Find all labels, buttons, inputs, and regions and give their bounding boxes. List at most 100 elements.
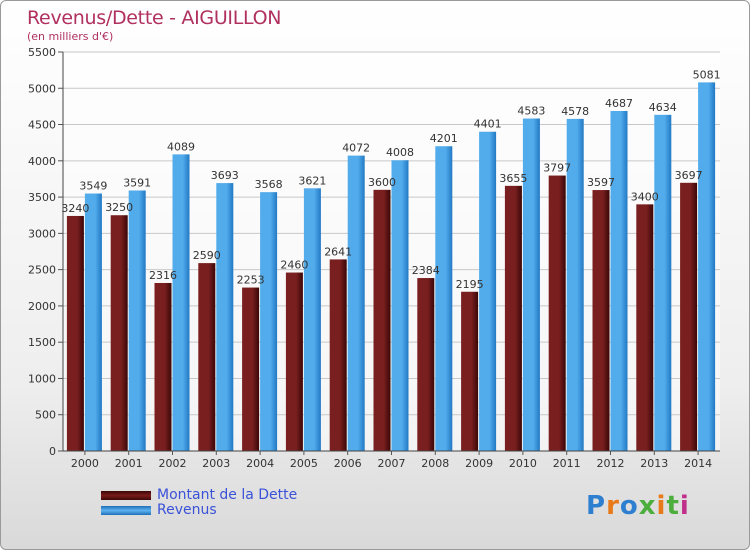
bar-revenus [84,193,102,451]
data-label-revenus: 3693 [211,169,239,182]
x-tick-label: 2009 [465,457,493,470]
y-tick-label: 2500 [28,264,56,277]
data-label-dette: 2460 [280,259,308,272]
bar-revenus [391,160,409,451]
data-label-revenus: 4634 [649,101,677,114]
bar-dette [154,282,172,451]
data-label-revenus: 4072 [342,142,370,155]
data-label-revenus: 4578 [561,105,589,118]
x-tick-label: 2013 [640,457,668,470]
bar-dette [198,263,216,451]
axes: 0 500 1000 1500 2000 2500 3000 3500 4000 4500 5000… [28,46,720,470]
data-label-dette: 3597 [587,176,615,189]
bar-dette [636,204,654,451]
bar-dette [461,291,479,451]
x-tick-label: 2003 [202,457,230,470]
logo-letter: x [638,491,657,521]
bar-revenus [303,188,321,451]
legend-item-revenus: Revenus [101,502,217,518]
bar-dette [373,189,391,451]
y-tick-label: 4000 [28,155,56,168]
x-tick-label: 2002 [159,457,187,470]
bar-dette [329,259,347,451]
bar-revenus [698,82,716,451]
data-label-revenus: 4089 [167,140,195,153]
y-tick-label: 5500 [28,46,56,59]
data-label-dette: 3655 [499,172,527,185]
x-tick-label: 2006 [334,457,362,470]
bar-revenus [216,183,234,451]
y-tick-label: 1000 [28,372,56,385]
bar-dette [504,185,522,451]
data-label-revenus: 3549 [79,180,107,193]
chart-subtitle: (en milliers d'€) [27,30,114,43]
bar-revenus [479,131,497,451]
bar-revenus [566,118,584,452]
logo-letter: P [586,491,607,521]
data-label-revenus: 4201 [430,132,458,145]
bar-revenus [260,192,278,451]
y-tick-label: 4500 [28,119,56,132]
y-tick-label: 3000 [28,227,56,240]
data-label-dette: 3240 [61,202,89,215]
legend-item-dette: Montant de la Dette [101,487,298,503]
bar-dette [417,278,435,451]
bar-dette [548,175,566,451]
x-tick-label: 2010 [509,457,537,470]
x-tick-label: 2007 [378,457,406,470]
data-label-revenus: 4008 [386,146,414,159]
x-tick-label: 2001 [115,457,143,470]
data-label-dette: 2641 [324,245,352,258]
data-label-revenus: 4401 [474,118,502,131]
data-label-dette: 2316 [149,269,177,282]
data-label-revenus: 4583 [517,105,545,118]
y-tick-label: 3500 [28,191,56,204]
x-tick-label: 2005 [290,457,318,470]
chart-title: Revenus/Dette - AIGUILLON [27,7,282,29]
x-tick-label: 2011 [553,457,581,470]
data-label-revenus: 3621 [298,174,326,187]
y-tick-label: 2000 [28,300,56,313]
logo-letter: i [656,491,667,521]
bar-revenus [435,146,453,451]
bar-dette [592,190,610,451]
data-labels: 3240 3549 3250 3591 2316 4089 2590 3693 2253 3568… [61,68,720,290]
legend-swatch-revenus [101,505,151,515]
legend-swatch-dette [101,490,151,500]
bars [66,82,716,452]
bar-revenus [128,190,146,452]
data-label-dette: 3250 [105,201,133,214]
data-label-dette: 2253 [237,274,265,287]
legend-label-dette: Montant de la Dette [157,487,298,503]
logo-letter: i [679,491,690,521]
data-label-dette: 2195 [456,278,484,291]
y-tick-label: 5000 [28,82,56,95]
bar-revenus [522,118,540,452]
data-label-dette: 2590 [193,249,221,262]
bar-revenus [347,155,365,451]
data-label-dette: 3600 [368,176,396,189]
y-tick-label: 500 [35,409,56,422]
y-tick-label: 0 [49,445,56,458]
bar-revenus [654,114,672,451]
data-label-dette: 2384 [412,264,440,277]
bar-dette [680,182,698,452]
bar-revenus [610,110,628,451]
data-label-revenus: 3591 [123,176,151,189]
data-label-dette: 3697 [675,169,703,182]
bar-dette [66,215,84,451]
bar-dette [242,287,260,451]
bar-revenus [172,154,190,451]
x-tick-label: 2014 [684,457,712,470]
bar-dette [110,215,128,451]
data-label-revenus: 4687 [605,97,633,110]
logo-letter: o [619,491,639,521]
x-tick-label: 2004 [246,457,274,470]
data-label-revenus: 5081 [693,68,721,81]
x-tick-label: 2000 [71,457,99,470]
x-tick-label: 2012 [597,457,625,470]
data-label-revenus: 3568 [255,178,283,191]
logo-letter: t [666,491,680,521]
proxiti-logo: Proxiti [586,491,690,521]
